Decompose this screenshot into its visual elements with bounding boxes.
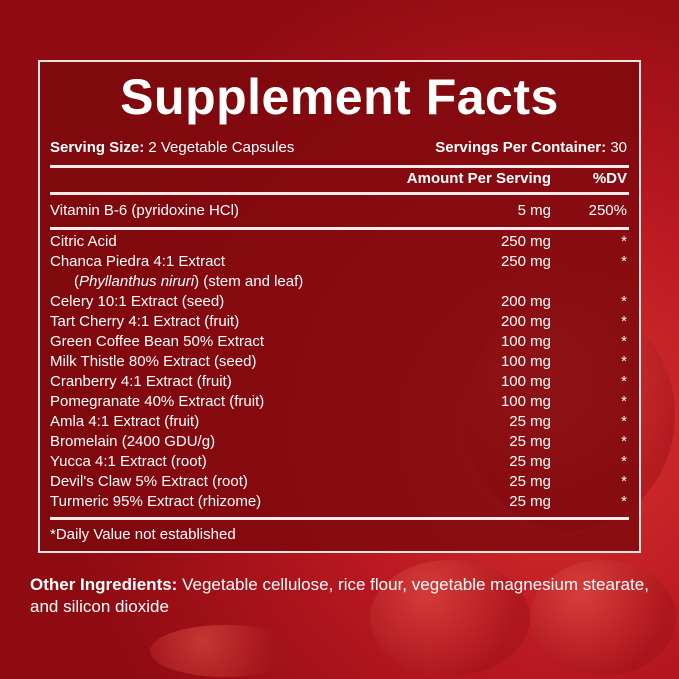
ingredient-row: Pomegranate 40% Extract (fruit) 100 mg * (50, 392, 629, 412)
footnote: *Daily Value not established (50, 525, 629, 545)
ingredient-amount: 100 mg (500, 393, 551, 410)
ingredient-amount: 200 mg (500, 313, 551, 330)
servings-label: Servings Per Container: (435, 139, 607, 156)
ingredient-dv: * (621, 453, 627, 470)
ingredient-row: Celery 10:1 Extract (seed) 200 mg * (50, 292, 629, 312)
divider (50, 192, 629, 195)
serving-size-value: 2 Vegetable Capsules (148, 139, 295, 156)
column-header: Amount Per Serving %DV (50, 169, 629, 189)
nutrient-amount: 5 mg (517, 202, 551, 219)
divider (50, 517, 629, 520)
other-ingredients-text: Vegetable cellulose, rice flour, vegetab… (30, 575, 649, 616)
ingredient-amount: 250 mg (500, 233, 551, 250)
ingredient-dv: * (621, 493, 627, 510)
footnote-text: *Daily Value not established (50, 526, 236, 543)
ingredient-dv: * (621, 293, 627, 310)
ingredient-amount: 100 mg (500, 373, 551, 390)
ingredient-name: Pomegranate 40% Extract (fruit) (50, 393, 265, 410)
ingredient-amount: 100 mg (500, 333, 551, 350)
ingredient-row: Milk Thistle 80% Extract (seed) 100 mg * (50, 352, 629, 372)
ingredient-name: Devil's Claw 5% Extract (root) (50, 473, 248, 490)
ingredient-dv: * (621, 233, 627, 250)
ingredient-dv: * (621, 373, 627, 390)
ingredient-row: Cranberry 4:1 Extract (fruit) 100 mg * (50, 372, 629, 392)
ingredient-dv: * (621, 333, 627, 350)
ingredient-amount: 25 mg (509, 413, 551, 430)
ingredient-row: Citric Acid 250 mg * (50, 232, 629, 252)
servings-value: 30 (610, 139, 627, 156)
ingredient-row: Chanca Piedra 4:1 Extract 250 mg * (50, 252, 629, 272)
ingredient-dv: * (621, 433, 627, 450)
dv-header: %DV (592, 170, 627, 187)
latin-name: Phyllanthus niruri (79, 273, 195, 290)
ingredient-name: Citric Acid (50, 233, 117, 250)
serving-row: Serving Size: 2 Vegetable Capsules Servi… (50, 138, 629, 158)
ingredient-name: Yucca 4:1 Extract (root) (50, 453, 207, 470)
divider (50, 227, 629, 230)
ingredient-name: Chanca Piedra 4:1 Extract (50, 253, 226, 270)
ingredient-amount: 25 mg (509, 453, 551, 470)
ingredient-row: Devil's Claw 5% Extract (root) 25 mg * (50, 472, 629, 492)
ingredient-name: Milk Thistle 80% Extract (seed) (50, 353, 257, 370)
ingredient-name: Turmeric 95% Extract (rhizome) (50, 493, 262, 510)
ingredient-name: Amla 4:1 Extract (fruit) (50, 413, 200, 430)
ingredient-name: Bromelain (2400 GDU/g) (50, 433, 216, 450)
nutrient-dv: 250% (588, 202, 627, 219)
ingredient-row: Amla 4:1 Extract (fruit) 25 mg * (50, 412, 629, 432)
plant-part: (stem and leaf) (203, 273, 304, 290)
ingredient-dv: * (621, 413, 627, 430)
amount-header: Amount Per Serving (406, 170, 551, 187)
other-ingredients-label: Other Ingredients: (30, 575, 178, 594)
serving-size-label: Serving Size: (50, 139, 145, 156)
ingredient-dv: * (621, 253, 627, 270)
ingredient-amount: 25 mg (509, 433, 551, 450)
ingredient-name: Cranberry 4:1 Extract (fruit) (50, 373, 232, 390)
ingredient-dv: * (621, 313, 627, 330)
ingredient-row: Tart Cherry 4:1 Extract (fruit) 200 mg * (50, 312, 629, 332)
ingredient-amount: 200 mg (500, 293, 551, 310)
ingredient-amount: 25 mg (509, 473, 551, 490)
vitamin-row: Vitamin B-6 (pyridoxine HCl) 5 mg 250% (50, 201, 629, 221)
other-ingredients: Other Ingredients: Vegetable cellulose, … (30, 574, 650, 618)
ingredient-row: Bromelain (2400 GDU/g) 25 mg * (50, 432, 629, 452)
ingredient-name: Celery 10:1 Extract (seed) (50, 293, 225, 310)
cherry-image (150, 625, 300, 677)
ingredient-amount: 100 mg (500, 353, 551, 370)
panel-title: Supplement Facts (120, 69, 559, 125)
ingredient-amount: 25 mg (509, 493, 551, 510)
ingredient-row: Yucca 4:1 Extract (root) 25 mg * (50, 452, 629, 472)
divider (50, 165, 629, 168)
cherry-image (530, 560, 676, 676)
ingredient-subline: (Phyllanthus niruri) (stem and leaf) (74, 273, 304, 290)
ingredient-dv: * (621, 353, 627, 370)
cherry-image (370, 560, 530, 676)
ingredient-row: Green Coffee Bean 50% Extract 100 mg * (50, 332, 629, 352)
ingredient-row: Turmeric 95% Extract (rhizome) 25 mg * (50, 492, 629, 512)
ingredient-name: Green Coffee Bean 50% Extract (50, 333, 265, 350)
nutrient-name: Vitamin B-6 (pyridoxine HCl) (50, 202, 239, 219)
ingredient-dv: * (621, 473, 627, 490)
supplement-facts-panel: Supplement Facts Serving Size: 2 Vegetab… (38, 60, 641, 553)
ingredient-amount: 250 mg (500, 253, 551, 270)
ingredient-name: Tart Cherry 4:1 Extract (fruit) (50, 313, 240, 330)
ingredient-dv: * (621, 393, 627, 410)
